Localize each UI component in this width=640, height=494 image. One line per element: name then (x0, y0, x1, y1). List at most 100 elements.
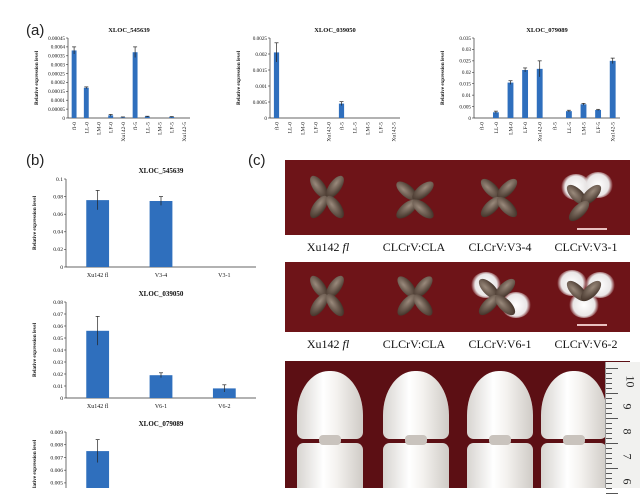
scale-bar (577, 228, 607, 230)
chart-a-xloc-079089: XLOC_079089 Relative expression level 0 0.0… (440, 27, 620, 142)
y-tick-label: 0.02 (462, 70, 471, 76)
ruler-number: 10 (623, 375, 638, 388)
scale-bar (577, 324, 607, 326)
y-tick-label: 0.01 (462, 93, 471, 99)
y-axis-label: Relative expression level (440, 50, 446, 105)
ruler-number: 7 (620, 453, 635, 460)
x-tick-label: V3-4 (155, 273, 167, 279)
y-tick-label: 0.00025 (48, 71, 65, 77)
x-tick-label: LM-5 (158, 122, 164, 135)
y-tick-label: 0 (468, 116, 471, 122)
y-tick-label: 0.02 (53, 372, 63, 378)
x-tick-label: Xu142-5 (392, 122, 398, 142)
ruler-tick (606, 448, 612, 449)
x-tick-label: fl-0 (478, 122, 485, 130)
ruler-tick (606, 398, 612, 399)
seed-cluster-2 (371, 160, 457, 235)
y-tick-label: 0.00045 (48, 36, 65, 42)
seed-cluster-6 (371, 262, 457, 332)
ruler-number: 9 (620, 403, 635, 410)
ruler-tick (606, 388, 612, 389)
caption-clcrv-v6-1: CLCrV:V6-1 (468, 337, 532, 351)
ruler-tick (606, 443, 618, 444)
y-tick-label: 0.001 (255, 84, 267, 90)
bar-1 (273, 52, 280, 118)
ruler-tick (606, 383, 612, 384)
x-tick-label: LF-0 (314, 122, 320, 133)
y-tick-label: 0.04 (53, 230, 63, 236)
fiber-sample-3 (467, 371, 533, 488)
x-tick-label: LM-0 (509, 122, 515, 135)
seed-cluster-4 (543, 160, 629, 235)
y-tick-label: 0.0015 (253, 68, 268, 74)
phenotype-photos: Xu142 fl CLCrV:CLA CLCrV:V3-4 CLCrV:V3-1 (285, 160, 640, 488)
panel-a-label: (a) (26, 22, 45, 39)
y-tick-label: 0.02 (53, 247, 63, 253)
caption-xu142-fl: Xu142 fl (306, 337, 350, 351)
caption-clcrv-v3-4: CLCrV:V3-4 (468, 240, 532, 254)
bar-4 (522, 70, 529, 118)
x-tick-label: fl-0 (274, 122, 281, 130)
x-tick-label: LL-5 (145, 122, 151, 134)
x-tick-label: fl-5 (339, 122, 346, 130)
x-tick-label: LM-0 (97, 122, 103, 135)
ruler-tick (606, 433, 612, 434)
chart-b-xloc-039050: XLOC_039050 Relative expression level 0 0.0… (32, 290, 256, 410)
x-tick-label: LF-5 (596, 122, 602, 133)
ruler-tick (606, 418, 618, 419)
caption-clcrv-cla: CLCrV:CLA (382, 240, 446, 254)
y-tick-label: 0.006 (50, 468, 63, 474)
x-tick-label: LL-0 (288, 122, 294, 134)
bar-1 (71, 50, 77, 118)
y-tick-label: 0 (60, 396, 63, 402)
ruler-tick (606, 473, 612, 474)
chart-title: XLOC_039050 (139, 290, 184, 298)
ruler-tick (606, 468, 618, 469)
chart-title: XLOC_545639 (108, 27, 150, 34)
y-tick-label: 0.06 (53, 324, 63, 330)
y-axis-label: Relative expression level (32, 439, 38, 488)
ruler-tick (606, 478, 612, 479)
x-tick-label: fl-0 (71, 122, 78, 130)
panel-b-label: (b) (26, 152, 45, 169)
y-tick-label: 0.0005 (253, 100, 268, 106)
y-tick-label: 0.007 (50, 455, 63, 461)
ruler-tick (606, 408, 612, 409)
bar-5 (536, 68, 543, 118)
x-tick-label: LL-5 (567, 122, 573, 134)
y-tick-label: 0.002 (255, 52, 267, 58)
ruler-tick (606, 488, 612, 489)
y-tick-label: 0.03 (462, 47, 471, 53)
seed-photo-row-1 (285, 160, 630, 235)
bar-6 (338, 103, 345, 118)
x-tick-label: LF-0 (523, 122, 529, 133)
bar-2 (149, 375, 173, 398)
bar-8 (580, 104, 587, 118)
y-tick-label: 0 (60, 265, 63, 271)
y-tick-label: 0.06 (53, 212, 63, 218)
y-tick-label: 0 (264, 116, 267, 122)
y-tick-label: 0.005 (50, 481, 63, 487)
x-tick-label: Xu142-5 (182, 122, 188, 142)
y-tick-label: 0.025 (459, 59, 471, 65)
bar-3 (212, 388, 236, 398)
chart-a-xloc-039050: XLOC_039050 Relative expression level 0 0.0… (236, 27, 400, 142)
y-axis-label: Relative expression level (236, 50, 242, 105)
seed-cluster-8 (543, 262, 629, 332)
y-tick-label: 0.03 (53, 360, 63, 366)
ruler-tick (606, 453, 612, 454)
x-tick-label: Xu142-5 (611, 122, 617, 142)
fiber-sample-1 (297, 371, 363, 488)
ruler-tick (606, 413, 612, 414)
y-tick-label: 0.0001 (51, 98, 66, 104)
x-tick-label: V3-1 (218, 273, 230, 279)
x-tick-label: LM-0 (301, 122, 307, 135)
x-tick-label: LF-5 (379, 122, 385, 133)
y-tick-label: 0.01 (53, 384, 63, 390)
bar-4 (108, 115, 114, 118)
y-tick-label: 0.008 (50, 443, 63, 449)
x-tick-label: V6-2 (218, 404, 230, 410)
caption-row-2: Xu142 fl CLCrV:CLA CLCrV:V6-1 CLCrV:V6-2 (285, 337, 630, 357)
ruler-tick (606, 423, 612, 424)
bar-2 (83, 87, 89, 118)
